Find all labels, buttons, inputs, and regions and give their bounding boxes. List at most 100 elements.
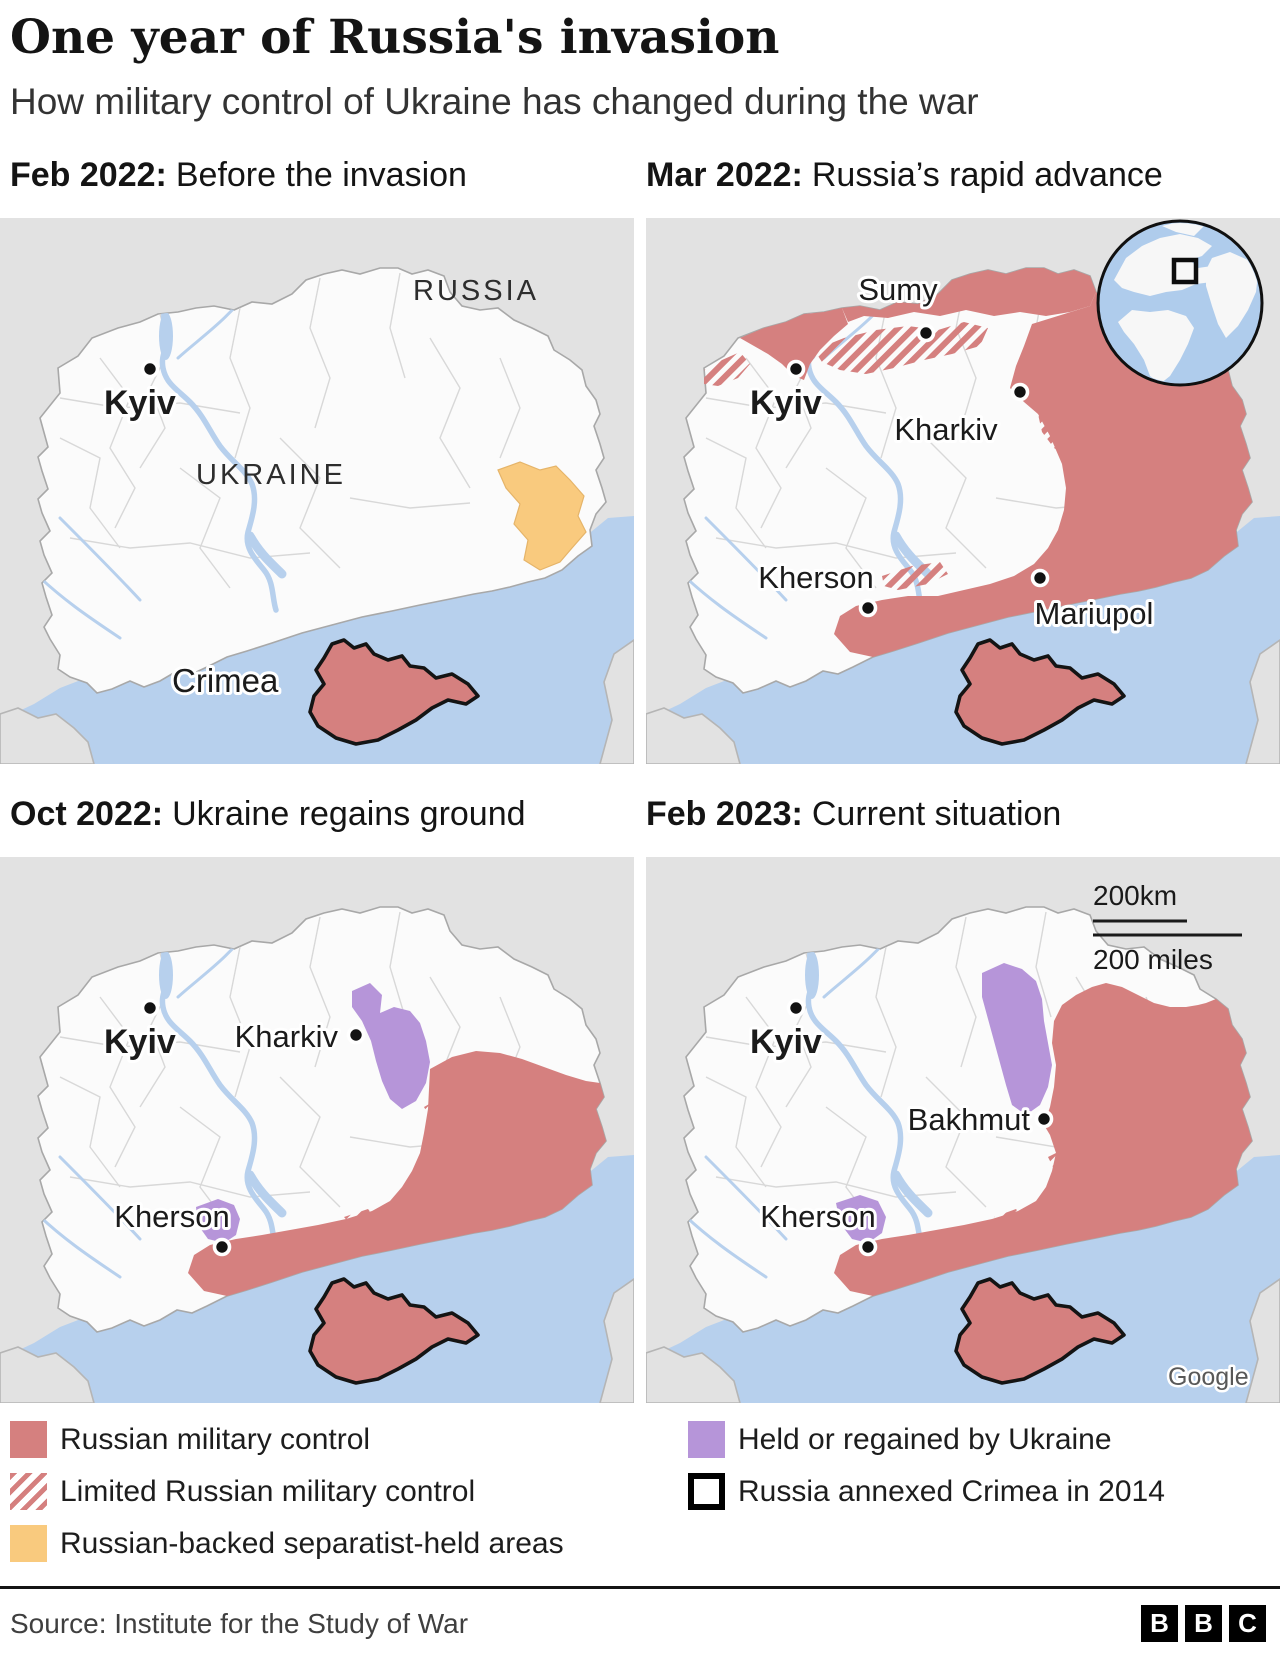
ukraine-regained-area-kharkiv	[982, 963, 1052, 1115]
city-dot-kherson	[858, 1237, 878, 1257]
label-kyiv: Kyiv	[750, 384, 822, 422]
city-dot-kyiv	[786, 359, 806, 379]
limited-control-area	[1058, 532, 1130, 562]
legend-label: Limited Russian military control	[60, 1474, 476, 1508]
limited-control-area	[1038, 414, 1088, 460]
label-kharkiv: Kharkiv	[894, 412, 998, 447]
bbc-logo: B B C	[1141, 1605, 1266, 1642]
russian-control-area	[188, 1051, 606, 1296]
panel-period: Feb 2022:	[10, 156, 167, 194]
bbc-logo-letter: C	[1229, 1605, 1266, 1642]
scale-miles-label: 200 miles	[1093, 944, 1213, 975]
panel-header-oct-2022: Oct 2022: Ukraine regains ground	[0, 795, 634, 834]
separatist-area	[497, 461, 587, 571]
legend-swatch-outline	[688, 1473, 725, 1510]
panel-header-mar-2022: Mar 2022: Russia’s rapid advance	[646, 156, 1280, 195]
legend-left-column: Russian military control Limited Russian…	[10, 1421, 688, 1562]
limited-control-area	[402, 1171, 428, 1193]
map-feb-2022-svg: RUSSIA UKRAINE Kyiv Crimea	[0, 218, 634, 764]
label-kherson: Kherson	[760, 1199, 875, 1234]
legend-swatch-purple	[688, 1421, 725, 1458]
map-oct-2022-svg: Kyiv Kharkiv Kherson	[0, 857, 634, 1403]
russian-control-area-northwest	[740, 308, 848, 380]
limited-control-area	[704, 352, 750, 386]
label-kyiv: Kyiv	[104, 1023, 176, 1061]
legend-item-ukraine-held: Held or regained by Ukraine	[688, 1421, 1165, 1458]
label-bakhmut: Bakhmut	[908, 1102, 1031, 1137]
label-kyiv: Kyiv	[750, 1023, 822, 1061]
map-feb-2022: RUSSIA UKRAINE Kyiv Crimea	[0, 218, 634, 764]
limited-control-area	[424, 1099, 446, 1121]
bbc-logo-letter: B	[1185, 1605, 1222, 1642]
label-kyiv: Kyiv	[104, 384, 176, 422]
legend-right-column: Held or regained by Ukraine Russia annex…	[688, 1421, 1165, 1562]
limited-control-area	[994, 1209, 1024, 1229]
legend-swatch-red	[10, 1421, 47, 1458]
panel-period: Oct 2022:	[10, 795, 164, 833]
ukraine-regained-area-kherson	[196, 1199, 240, 1243]
russian-control-area-north	[842, 268, 1096, 322]
bbc-logo-letter: B	[1141, 1605, 1178, 1642]
label-sumy: Sumy	[858, 272, 938, 307]
scale-km-label: 200km	[1093, 880, 1177, 911]
city-dot-kherson	[212, 1237, 232, 1257]
map-feb-2023-svg: Kyiv Bakhmut Kherson 200km 200 miles Goo…	[646, 857, 1280, 1403]
legend-item-separatist: Russian-backed separatist-held areas	[10, 1525, 688, 1562]
city-dot-kyiv	[140, 359, 160, 379]
russian-control-area-east-south	[834, 292, 1252, 657]
map-mar-2022-svg: Sumy Kyiv Kharkiv Kherson Mariupol	[646, 218, 1280, 764]
google-attribution: Google	[1168, 1363, 1249, 1391]
page-title: One year of Russia's invasion	[10, 10, 780, 65]
city-dot-sumy	[916, 323, 936, 343]
legend-item-russian-control: Russian military control	[10, 1421, 688, 1458]
legend-label: Held or regained by Ukraine	[738, 1422, 1112, 1456]
legend-item-limited-control: Limited Russian military control	[10, 1473, 688, 1510]
legend-swatch-orange	[10, 1525, 47, 1562]
city-dot-mariupol	[1030, 568, 1050, 588]
legend: Russian military control Limited Russian…	[0, 1421, 1280, 1562]
row1-headers: Feb 2022: Before the invasion Mar 2022: Ru…	[0, 156, 1280, 195]
label-crimea: Crimea	[172, 662, 279, 699]
label-kharkiv: Kharkiv	[235, 1019, 339, 1054]
maps-row-2: Kyiv Kharkiv Kherson Kyiv Bakhmut Kherso…	[0, 857, 1280, 1403]
locator-marker	[1171, 257, 1199, 285]
panel-period: Mar 2022:	[646, 156, 803, 194]
page-subtitle: How military control of Ukraine has chan…	[10, 81, 979, 122]
row2-headers: Oct 2022: Ukraine regains ground Feb 2023…	[0, 795, 1280, 834]
page-header: One year of Russia's invasion How milita…	[0, 10, 1280, 123]
scale-bar: 200km 200 miles	[1093, 880, 1242, 975]
map-oct-2022: Kyiv Kharkiv Kherson	[0, 857, 634, 1403]
label-ukraine: UKRAINE	[196, 459, 346, 491]
map-mar-2022: Sumy Kyiv Kharkiv Kherson Mariupol	[646, 218, 1280, 764]
panel-caption: Before the invasion	[175, 156, 467, 194]
ukraine-regained-area-kherson	[836, 1195, 886, 1243]
legend-label: Russian military control	[60, 1422, 371, 1456]
limited-control-area	[1048, 1149, 1070, 1169]
maps-row-1: RUSSIA UKRAINE Kyiv Crimea Sumy Kyiv Kh	[0, 218, 1280, 764]
footer: Source: Institute for the Study of War B…	[0, 1586, 1280, 1642]
panel-period: Feb 2023:	[646, 795, 803, 833]
locator-globe-icon	[1096, 219, 1264, 387]
city-dot-kyiv	[786, 998, 806, 1018]
label-mariupol: Mariupol	[1035, 596, 1154, 631]
label-kherson: Kherson	[758, 560, 873, 595]
russian-control-area	[834, 983, 1252, 1296]
map-feb-2023: Kyiv Bakhmut Kherson 200km 200 miles Goo…	[646, 857, 1280, 1403]
city-dot-bakhmut	[1034, 1109, 1054, 1129]
legend-label: Russia annexed Crimea in 2014	[738, 1474, 1165, 1508]
legend-item-crimea-annexed: Russia annexed Crimea in 2014	[688, 1473, 1165, 1510]
limited-control-area	[814, 322, 988, 374]
panel-caption: Current situation	[811, 795, 1062, 833]
city-dot-kharkiv	[346, 1025, 366, 1045]
city-dot-kyiv	[140, 998, 160, 1018]
city-dot-kherson	[858, 598, 878, 618]
limited-control-area	[344, 1209, 376, 1229]
label-kherson: Kherson	[114, 1199, 229, 1234]
legend-swatch-striped	[10, 1473, 47, 1510]
ukraine-regained-area-kharkiv	[352, 983, 430, 1109]
city-dot-kharkiv	[1010, 382, 1030, 402]
limited-control-area	[882, 562, 948, 590]
panel-caption: Russia’s rapid advance	[811, 156, 1163, 194]
panel-header-feb-2023: Feb 2023: Current situation	[646, 795, 1280, 834]
source-text: Source: Institute for the Study of War	[10, 1607, 469, 1639]
